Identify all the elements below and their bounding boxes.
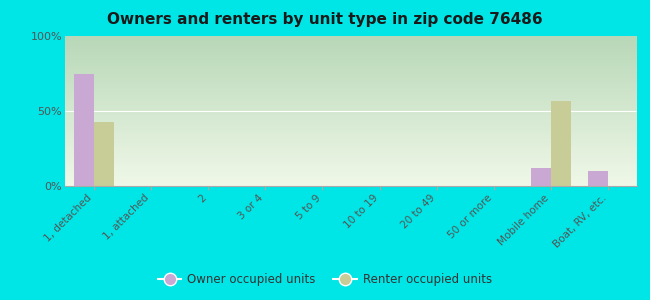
Bar <box>551 100 571 186</box>
Bar <box>94 122 114 186</box>
Bar <box>531 168 551 186</box>
Bar <box>73 74 94 186</box>
Legend: Owner occupied units, Renter occupied units: Owner occupied units, Renter occupied un… <box>153 269 497 291</box>
Bar <box>588 171 608 186</box>
Text: Owners and renters by unit type in zip code 76486: Owners and renters by unit type in zip c… <box>107 12 543 27</box>
